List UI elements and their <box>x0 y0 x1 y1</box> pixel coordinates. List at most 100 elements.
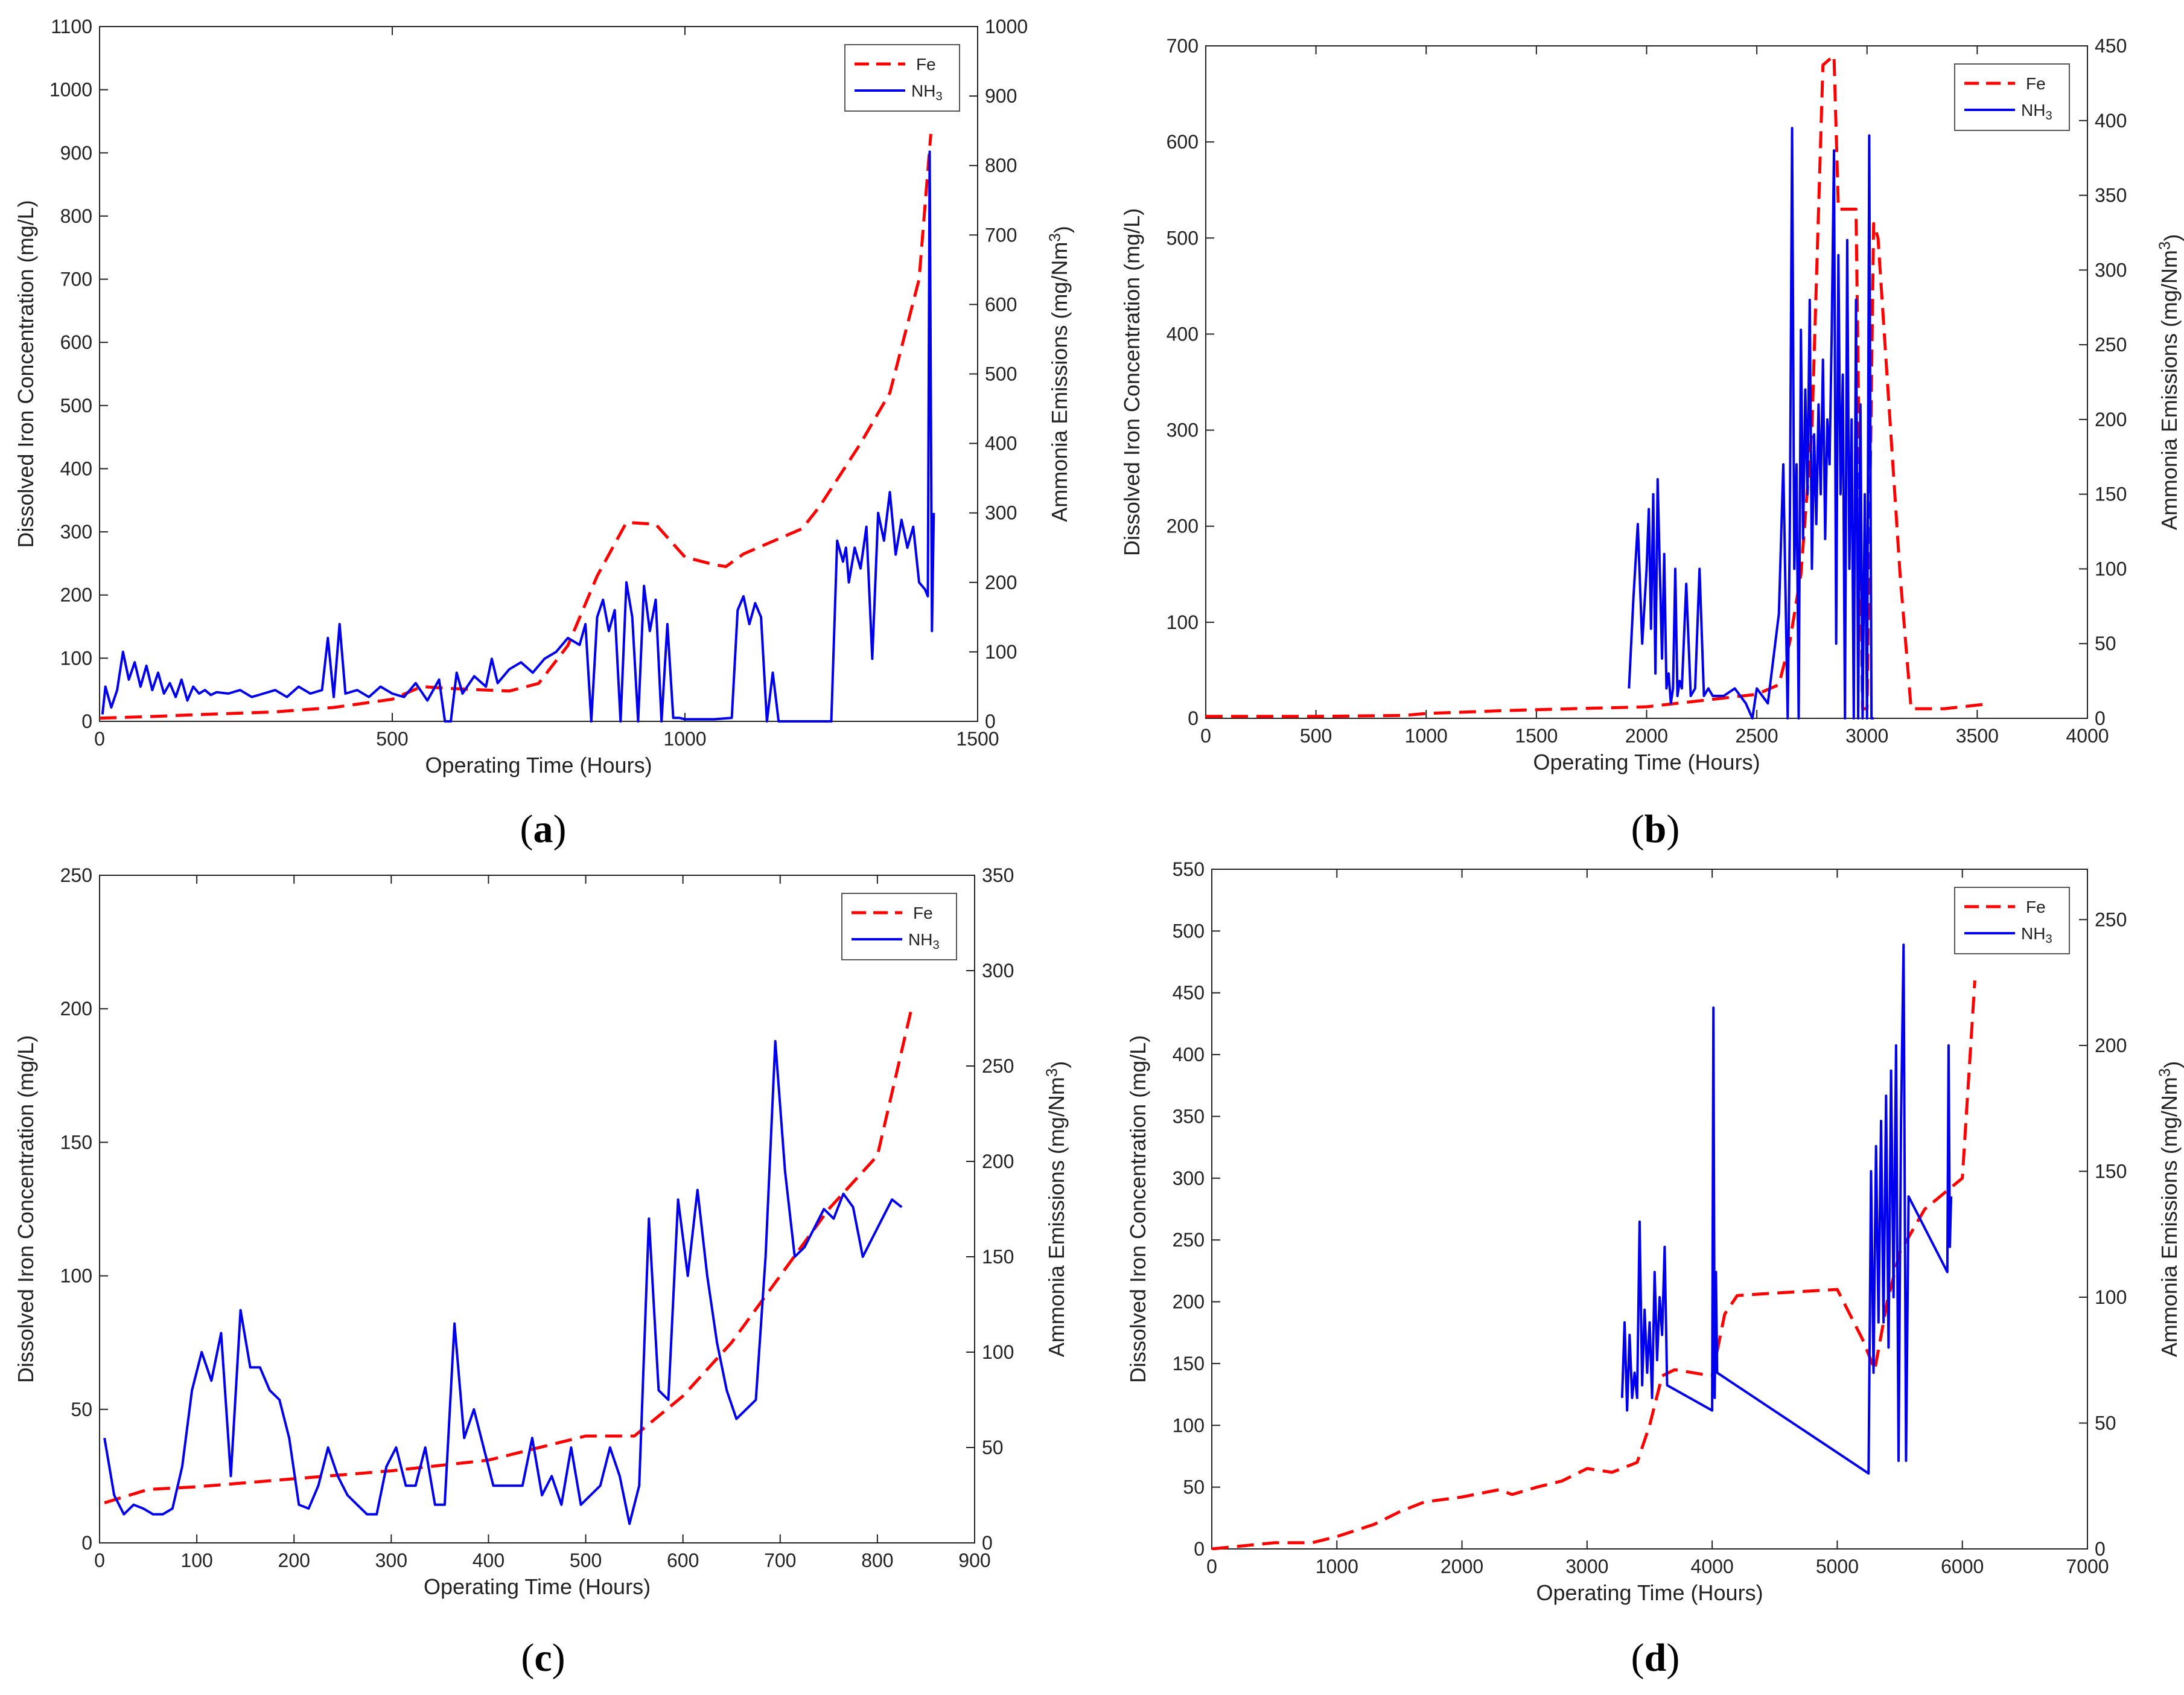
x-axis-label: Operating Time (Hours) <box>1536 1580 1763 1605</box>
x-tick-label: 3000 <box>1845 725 1888 747</box>
y-left-tick-label: 600 <box>60 331 92 353</box>
y-left-tick-label: 700 <box>60 269 92 290</box>
x-tick-label: 0 <box>94 1550 105 1571</box>
y-left-tick-label: 150 <box>60 1131 92 1153</box>
y-left-tick-label: 200 <box>60 584 92 606</box>
y-right-tick-label: 600 <box>985 293 1017 315</box>
y-left-tick-label: 1000 <box>49 79 92 101</box>
y-left-tick-label: 300 <box>60 521 92 543</box>
x-tick-label: 2500 <box>1736 725 1778 747</box>
series-line-fe <box>1212 980 1976 1550</box>
x-tick-label: 0 <box>1206 1556 1217 1577</box>
y-left-tick-label: 0 <box>1188 707 1199 729</box>
y-right-tick-label: 100 <box>2095 1286 2127 1308</box>
legend-label-fe: Fe <box>916 55 936 74</box>
y-left-tick-label: 200 <box>60 998 92 1020</box>
y-right-tick-label: 350 <box>982 864 1014 886</box>
legend: Fe NH3 <box>1954 63 2070 131</box>
panel-label: (c) <box>521 1636 565 1680</box>
y-right-tick-label: 150 <box>982 1246 1014 1268</box>
legend: Fe NH3 <box>841 893 957 960</box>
legend-label-nh3: NH3 <box>908 930 940 952</box>
y-right-tick-label: 50 <box>2095 1412 2116 1434</box>
series-line-fe <box>104 1008 913 1504</box>
y-left-tick-label: 250 <box>1173 1229 1205 1251</box>
y-left-tick-label: 500 <box>60 395 92 417</box>
x-tick-label: 5000 <box>1816 1556 1859 1577</box>
legend-label-nh3: NH3 <box>2021 924 2052 946</box>
y-right-tick-label: 0 <box>2095 707 2106 729</box>
y-right-tick-label: 700 <box>985 224 1017 246</box>
x-tick-label: 1500 <box>956 728 999 750</box>
y-left-axis-label: Dissolved Iron Concentration (mg/L) <box>13 1035 38 1383</box>
y-left-tick-label: 0 <box>81 1532 92 1554</box>
y-right-tick-label: 800 <box>985 155 1017 176</box>
x-axis-label: Operating Time (Hours) <box>425 753 652 777</box>
x-tick-label: 100 <box>180 1550 212 1571</box>
y-left-tick-label: 400 <box>1167 323 1199 345</box>
y-right-tick-label: 200 <box>985 572 1017 593</box>
y-left-tick-label: 600 <box>1167 131 1199 153</box>
y-left-tick-label: 800 <box>60 205 92 227</box>
y-right-tick-label: 450 <box>2095 35 2127 57</box>
y-left-tick-label: 0 <box>1194 1538 1205 1560</box>
y-right-tick-label: 300 <box>985 502 1017 524</box>
x-tick-label: 1500 <box>1515 725 1558 747</box>
plot-frame <box>99 26 978 722</box>
y-left-tick-label: 500 <box>1173 920 1205 942</box>
x-tick-label: 3500 <box>1956 725 1999 747</box>
legend-label-fe: Fe <box>2026 898 2046 916</box>
x-tick-label: 600 <box>667 1550 699 1571</box>
y-left-tick-label: 200 <box>1167 516 1199 537</box>
y-right-tick-label: 1000 <box>985 16 1028 37</box>
legend: Fe NH3 <box>1954 887 2070 954</box>
y-right-tick-label: 900 <box>985 85 1017 107</box>
x-tick-label: 1000 <box>1405 725 1448 747</box>
x-axis-label: Operating Time (Hours) <box>1533 750 1760 774</box>
x-tick-label: 200 <box>278 1550 310 1571</box>
y-right-tick-label: 250 <box>2095 334 2127 356</box>
y-right-tick-label: 0 <box>985 710 996 732</box>
plot-frame <box>99 875 975 1543</box>
y-left-tick-label: 100 <box>1167 611 1199 633</box>
series-line-fe <box>1206 54 1988 718</box>
y-right-tick-label: 100 <box>982 1341 1014 1363</box>
x-tick-label: 4000 <box>1691 1556 1734 1577</box>
y-right-tick-label: 350 <box>2095 185 2127 206</box>
y-left-tick-label: 250 <box>60 864 92 886</box>
plot-frame <box>1211 869 2088 1550</box>
y-right-tick-label: 300 <box>2095 259 2127 281</box>
legend: Fe NH3 <box>844 44 960 112</box>
x-tick-label: 500 <box>1300 725 1332 747</box>
x-tick-label: 2000 <box>1625 725 1668 747</box>
x-tick-label: 500 <box>570 1550 602 1571</box>
y-left-axis-label: Dissolved Iron Concentration (mg/L) <box>13 200 38 547</box>
y-left-tick-label: 100 <box>60 647 92 669</box>
y-left-tick-label: 50 <box>1183 1476 1205 1498</box>
legend-label-nh3: NH3 <box>2021 101 2052 123</box>
legend-label-fe: Fe <box>2026 74 2046 93</box>
x-tick-label: 7000 <box>2066 1556 2109 1577</box>
legend-box <box>1954 887 2070 954</box>
y-left-tick-label: 300 <box>1173 1167 1205 1189</box>
y-left-tick-label: 400 <box>60 458 92 479</box>
y-right-axis-label: Ammonia Emissions (mg/Nm3) <box>2156 234 2184 531</box>
chart-panel-b: 0 500 1000 1500 2000 2500 3000 3500 400001002003… <box>1119 35 2184 851</box>
x-axis-label: Operating Time (Hours) <box>424 1574 651 1599</box>
y-left-tick-label: 450 <box>1173 982 1205 1004</box>
series-line-nh3 <box>103 1039 903 1525</box>
y-left-tick-label: 500 <box>1167 227 1199 249</box>
x-tick-label: 300 <box>375 1550 407 1571</box>
chart-panel-d: 0 1000 2000 3000 4000 5000 6000 700005010015020… <box>1125 858 2184 1680</box>
x-tick-label: 2000 <box>1441 1556 1483 1577</box>
legend-label-fe: Fe <box>913 904 933 922</box>
y-right-tick-label: 200 <box>982 1151 1014 1172</box>
y-left-tick-label: 50 <box>71 1399 92 1420</box>
x-tick-label: 4000 <box>2066 725 2109 747</box>
y-left-tick-label: 400 <box>1173 1044 1205 1065</box>
y-right-tick-label: 400 <box>985 433 1017 455</box>
series-line-nh3 <box>1620 943 1953 1475</box>
y-left-tick-label: 1100 <box>51 16 92 37</box>
y-left-tick-label: 0 <box>81 710 92 732</box>
